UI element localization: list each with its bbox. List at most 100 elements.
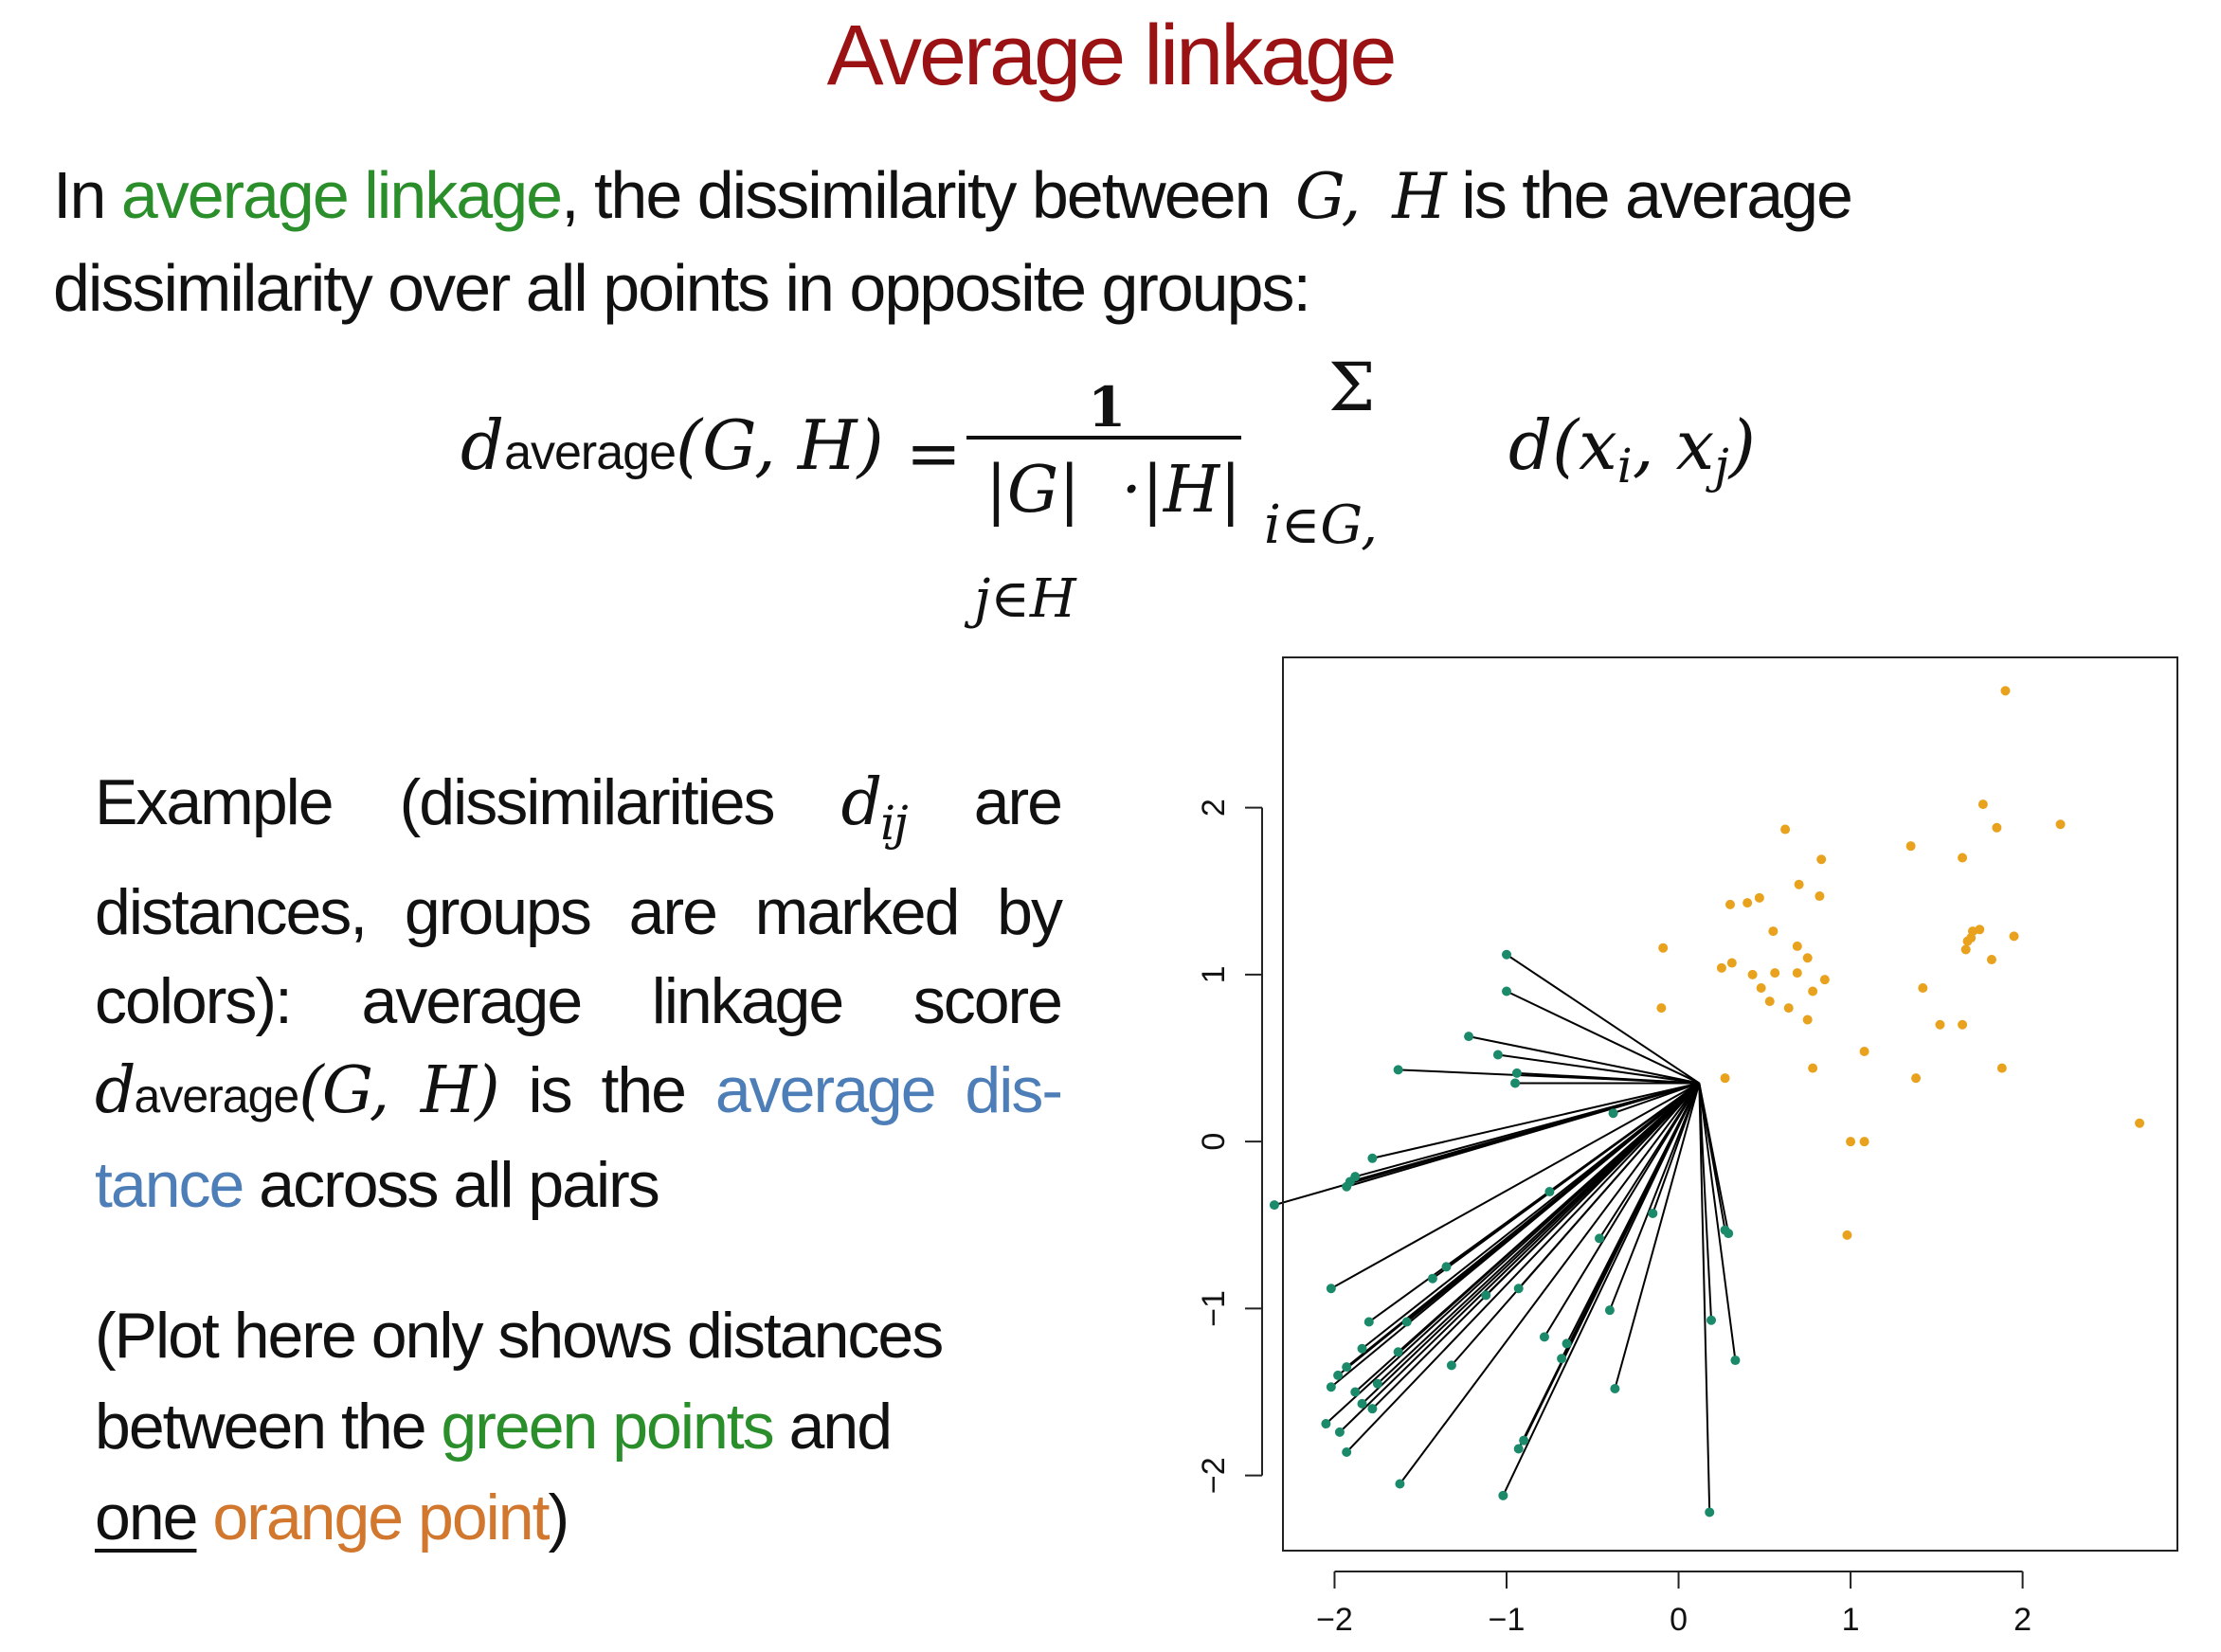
summand-part: d(x — [1508, 405, 1617, 485]
formula-args: (G, H) — [676, 405, 884, 485]
formula-subscript: average — [504, 425, 677, 480]
orange-point — [1846, 1137, 1856, 1147]
orange-point — [1992, 822, 2002, 833]
orange-point — [1720, 1073, 1730, 1084]
green-point — [1511, 1068, 1522, 1078]
orange-point — [1859, 1046, 1869, 1056]
example-d: d — [95, 1053, 136, 1128]
orange-point — [1794, 879, 1804, 889]
orange-point — [1918, 982, 1928, 993]
green-point — [1510, 1078, 1521, 1088]
example-d-subscript: average — [134, 1069, 300, 1122]
summand-sub-j: j — [1714, 439, 1729, 494]
sum-index-i: i∈G, — [1264, 494, 1378, 556]
orange-point — [1802, 953, 1813, 963]
orange-point — [1726, 958, 1737, 968]
example-text: across all pairs — [243, 1149, 660, 1221]
green-point — [1269, 1200, 1279, 1211]
orange-point — [1768, 926, 1779, 937]
orange-point — [1656, 1003, 1667, 1014]
orange-point — [1808, 986, 1818, 997]
orange-point — [1802, 1015, 1813, 1025]
distance-line — [1468, 1035, 1700, 1085]
var-h: H — [1392, 160, 1447, 233]
green-point — [1393, 1065, 1403, 1075]
one-underlined: one — [95, 1481, 198, 1553]
example-text: are distances, groups are marked by colo… — [95, 766, 1063, 1037]
orange-point — [1716, 962, 1726, 973]
average-linkage-formula: daverage(G, H) = 1 |G| ·|H| Σ i∈G, j∈H d… — [0, 0, 2221, 663]
orange-point — [1960, 944, 1971, 955]
green-point — [1648, 1208, 1658, 1218]
distance-line — [1345, 1082, 1701, 1453]
green-point — [1441, 1262, 1452, 1272]
green-point — [1706, 1315, 1717, 1325]
orange-point — [1967, 926, 1977, 937]
green-point — [1401, 1317, 1412, 1327]
green-point — [1393, 1347, 1403, 1357]
orange-point — [1770, 968, 1780, 979]
orange-point — [1725, 899, 1735, 909]
formula-d: d — [460, 405, 505, 485]
orange-point — [1792, 968, 1802, 979]
var-g: G, — [1294, 160, 1361, 233]
dij-subscript: ij — [880, 796, 908, 851]
x-tick-label: 0 — [1670, 1602, 1688, 1638]
orange-point — [1816, 854, 1827, 865]
example-text: is the — [497, 1054, 715, 1126]
distance-line — [1372, 1082, 1700, 1159]
distance-line — [1698, 1083, 1713, 1320]
green-point — [1513, 1284, 1524, 1294]
y-tick-label: −1 — [1196, 1290, 1232, 1327]
green-point — [1342, 1181, 1352, 1192]
green-point — [1464, 1032, 1474, 1042]
orange-point — [1756, 982, 1766, 993]
green-point — [1604, 1305, 1615, 1316]
distance-line — [1325, 1082, 1700, 1425]
green-point — [1502, 949, 1511, 960]
orange-point — [1977, 799, 1988, 810]
orange-point — [1808, 1063, 1818, 1073]
orange-point — [1911, 1073, 1922, 1084]
orange-point — [1958, 853, 1968, 863]
distance-line — [1698, 1083, 1737, 1361]
y-tick-label: −2 — [1196, 1457, 1232, 1494]
orange-point — [1780, 824, 1791, 835]
formula-equals: = — [906, 415, 962, 493]
orange-point — [1792, 941, 1802, 951]
sum-index-j: j∈H — [974, 568, 1076, 630]
distance-line — [1339, 1082, 1701, 1433]
y-tick-label: 2 — [1196, 799, 1232, 817]
slide-title: Average linkage — [826, 9, 1398, 103]
distance-lines — [1273, 953, 1737, 1513]
summand-part: , x — [1632, 405, 1715, 485]
distance-line — [1330, 1082, 1700, 1290]
green-point — [1595, 1233, 1605, 1244]
orange-point — [1742, 898, 1753, 908]
green-point — [1326, 1284, 1336, 1294]
distance-line — [1544, 1082, 1701, 1338]
green-point — [1372, 1378, 1382, 1389]
green-point — [1321, 1419, 1331, 1429]
orange-point — [1819, 975, 1830, 985]
distance-line — [1330, 1082, 1700, 1389]
green-point — [1724, 1229, 1734, 1239]
green-point — [1608, 1108, 1618, 1119]
green-point — [1350, 1387, 1361, 1397]
green-points-label: green points — [441, 1391, 774, 1463]
distance-line — [1506, 990, 1700, 1085]
green-point — [1492, 1050, 1503, 1060]
example-paragraph: Example (dissimilarities dij are distanc… — [95, 758, 1063, 1230]
green-point — [1333, 1370, 1344, 1380]
orange-point — [2055, 819, 2066, 830]
intro-line-2: dissimilarity over all points in opposit… — [53, 251, 1311, 325]
distance-line — [1371, 1082, 1701, 1410]
orange-point — [1996, 1063, 2007, 1073]
distance-line — [1698, 1083, 1711, 1513]
green-point — [1705, 1507, 1715, 1517]
formula-numerator: 1 — [1088, 375, 1127, 440]
orange-point — [1958, 1019, 1968, 1030]
distance-line — [1502, 1083, 1701, 1497]
orange-point — [1986, 955, 1996, 965]
